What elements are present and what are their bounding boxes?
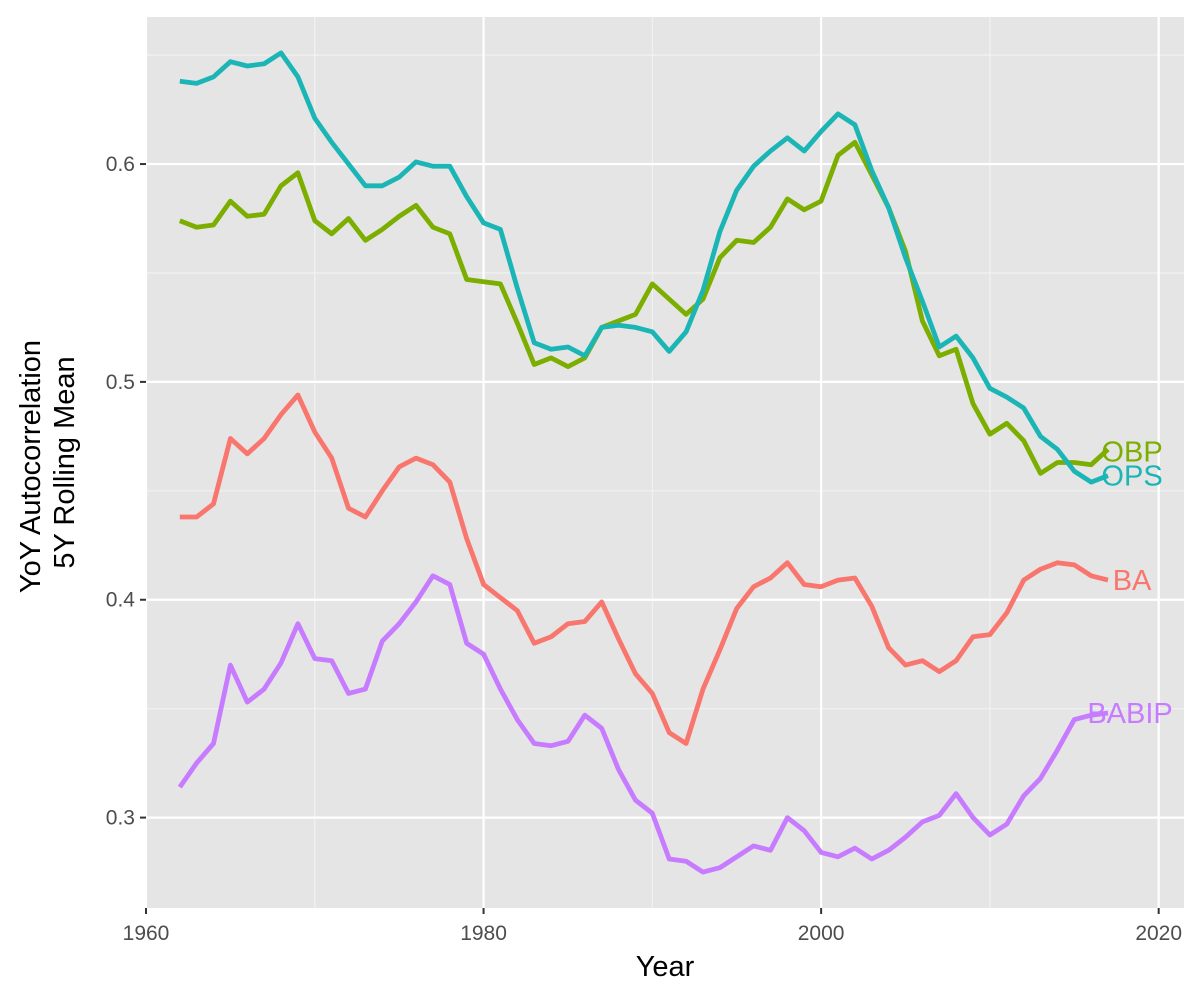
x-tick-label: 1980: [460, 922, 507, 945]
y-axis-ticks: 0.3 0.4 0.5 0.6: [106, 153, 146, 830]
y-axis-title: YoY Autocorrelation 5Y Rolling Mean: [15, 332, 81, 593]
series-lines: [177, 50, 1110, 875]
series-line-babip: [177, 573, 1109, 875]
series-line-obp: [178, 139, 1110, 476]
series-label-babip: BABIP: [1087, 698, 1172, 730]
series-label-ops: OPS: [1101, 461, 1162, 493]
series-label-obp: OBP: [1101, 436, 1162, 468]
x-tick-label: 2000: [798, 922, 845, 945]
x-axis-title: Year: [636, 951, 695, 983]
x-tick-label: 1960: [123, 922, 170, 945]
y-axis-title-line-2: 5Y Rolling Mean: [49, 356, 81, 568]
y-tick-label: 0.3: [106, 807, 135, 830]
series-line-ops: [179, 50, 1109, 485]
y-tick-label: 0.6: [106, 153, 135, 176]
major-gridlines-x: [144, 17, 1160, 908]
series-line-ba: [179, 392, 1109, 746]
minor-gridlines-x: [314, 17, 991, 908]
x-axis-ticks: 1960 1980 2000 2020: [123, 908, 1182, 945]
minor-gridlines-y: [146, 54, 1184, 710]
plot-panel: [146, 17, 1184, 908]
series-label-ba: BA: [1113, 565, 1152, 597]
y-axis-title-line-1: YoY Autocorrelation: [15, 340, 47, 593]
x-tick-label: 2020: [1135, 922, 1182, 945]
y-tick-label: 0.4: [106, 589, 136, 612]
y-tick-label: 0.5: [106, 371, 135, 394]
